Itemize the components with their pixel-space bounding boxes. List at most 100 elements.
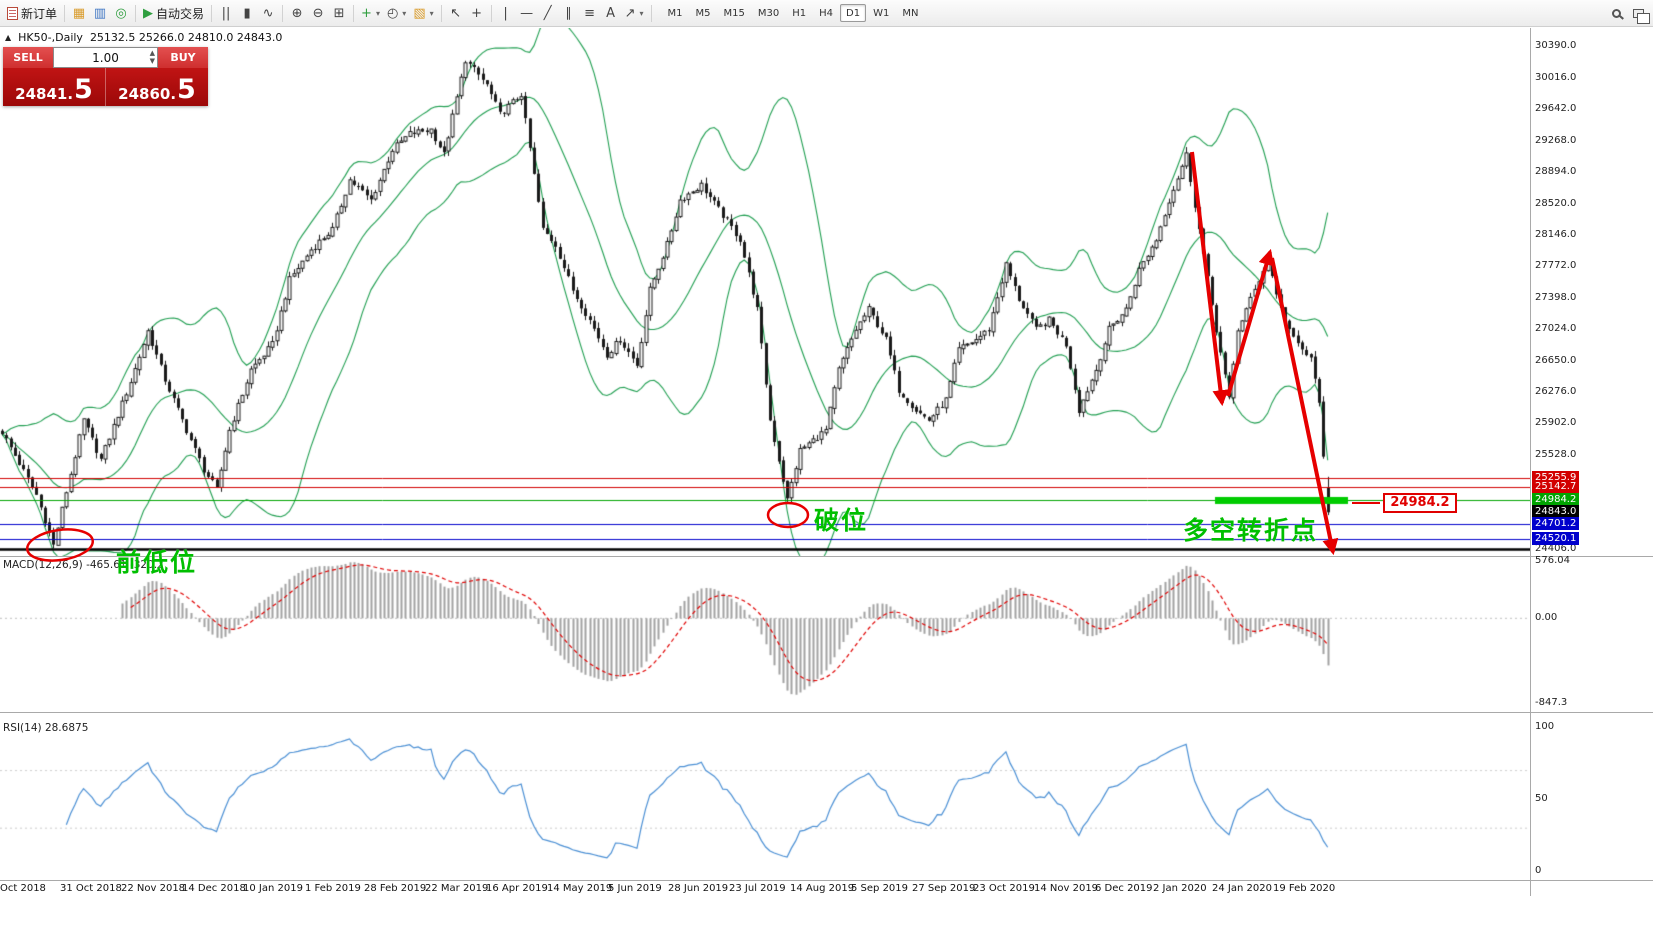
- arrow-tool-button[interactable]: ↗ ▾: [622, 2, 647, 24]
- bar-chart-icon: ||: [221, 5, 231, 21]
- panel-collapse-icon[interactable]: ▲: [5, 33, 12, 42]
- trendline-icon: ╱: [543, 5, 552, 21]
- autotrading-button[interactable]: ▶ 自动交易: [140, 2, 207, 24]
- channel-icon: ∥: [565, 5, 572, 21]
- date-label: 27 Sep 2019: [912, 883, 976, 894]
- price-tick-label: 30390.0: [1535, 40, 1577, 52]
- date-label: 5 Sep 2019: [851, 883, 909, 894]
- price-tick-label: 27398.0: [1535, 291, 1577, 303]
- price-tick-label: 27024.0: [1535, 323, 1577, 335]
- price-chart-canvas[interactable]: [0, 28, 1530, 880]
- tf-button-M15[interactable]: M15: [723, 7, 745, 19]
- sell-price[interactable]: 24841. 5: [15, 74, 93, 106]
- volume-value: 1.00: [92, 50, 119, 65]
- macd-indicator-label: MACD(12,26,9) -465.61 -320.2: [3, 559, 164, 571]
- autotrading-label: 自动交易: [156, 6, 205, 21]
- toolbar-separator: [650, 4, 652, 22]
- pane-separator-main-macd[interactable]: [0, 556, 1653, 557]
- vertical-line-icon: |: [503, 5, 508, 21]
- price-tag: 24701.2: [1532, 517, 1580, 531]
- search-icon: [1611, 8, 1621, 18]
- price-tag: 24520.1: [1532, 532, 1580, 546]
- charts-icon: ▦: [72, 5, 86, 21]
- tile-windows-button[interactable]: ⊞: [329, 2, 349, 24]
- tf-button-H1[interactable]: H1: [792, 7, 807, 19]
- price-tick-label: 25902.0: [1535, 417, 1577, 429]
- windows-button[interactable]: [1629, 2, 1650, 24]
- indicators-button[interactable]: + ▾: [358, 2, 383, 24]
- bar-chart-button[interactable]: ||: [216, 2, 236, 24]
- channel-button[interactable]: ∥: [559, 2, 579, 24]
- crosshair-button[interactable]: +: [467, 2, 487, 24]
- price-tick-label: 26276.0: [1535, 385, 1577, 397]
- price-tag: 24843.0: [1532, 505, 1580, 519]
- zoom-out-button[interactable]: ⊖: [308, 2, 328, 24]
- date-label: 19 Feb 2020: [1273, 883, 1336, 894]
- tf-button-D1[interactable]: D1: [840, 4, 867, 22]
- vertical-line-button[interactable]: |: [496, 2, 516, 24]
- tf-button-H4[interactable]: H4: [819, 7, 834, 19]
- date-label: 14 Nov 2019: [1034, 883, 1099, 894]
- zoom-in-button[interactable]: ⊕: [287, 2, 307, 24]
- toolbar-separator: [135, 4, 137, 22]
- price-tick-label: 24406.0: [1535, 543, 1577, 555]
- dropdown-caret-icon: ▾: [429, 8, 434, 18]
- date-label: 16 Apr 2019: [486, 883, 548, 894]
- indicators-icon: +: [361, 5, 372, 21]
- new-order-label: 新订单: [21, 6, 58, 21]
- tf-button-MN[interactable]: MN: [902, 7, 919, 19]
- tf-button-W1[interactable]: W1: [873, 7, 890, 19]
- rsi-indicator-label: RSI(14) 28.6875: [3, 722, 89, 734]
- profiles-button[interactable]: ▥: [90, 2, 110, 24]
- axis-border: [1530, 28, 1531, 896]
- new-order-button[interactable]: 新订单: [4, 2, 60, 24]
- cursor-button[interactable]: ↖: [446, 2, 466, 24]
- templates-icon: ▧: [413, 5, 426, 21]
- price-tick-label: 27772.0: [1535, 260, 1577, 272]
- charts-button[interactable]: ▦: [69, 2, 89, 24]
- crosshair-icon: +: [471, 5, 483, 21]
- date-label: 31 Oct 2018: [60, 883, 122, 894]
- price-tick-label: 29268.0: [1535, 134, 1577, 146]
- price-divider: [105, 68, 106, 106]
- periods-button[interactable]: ◴ ▾: [384, 2, 409, 24]
- price-tick-label: 30016.0: [1535, 71, 1577, 83]
- buy-button[interactable]: BUY: [158, 47, 208, 68]
- fibonacci-button[interactable]: ≡: [580, 2, 600, 24]
- date-label: 14 Dec 2018: [182, 883, 246, 894]
- toolbar-separator: [353, 4, 355, 22]
- volume-input[interactable]: 1.00 ▲ ▼: [53, 47, 158, 68]
- date-label: 28 Jun 2019: [668, 883, 729, 894]
- chart-note-text: 破位: [814, 506, 869, 535]
- sell-button[interactable]: SELL: [3, 47, 53, 68]
- tf-button-M30[interactable]: M30: [757, 7, 780, 19]
- volume-up-icon[interactable]: ▲: [149, 49, 155, 57]
- pane-separator-rsi-dates: [0, 880, 1653, 881]
- volume-down-icon[interactable]: ▼: [149, 57, 155, 65]
- date-label: 1 Feb 2019: [305, 883, 361, 894]
- toolbar-separator: [440, 4, 442, 22]
- price-tick-label: 28894.0: [1535, 166, 1577, 178]
- buy-price[interactable]: 24860. 5: [118, 74, 196, 106]
- chart-ohlc-values: 25132.5 25266.0 24810.0 24843.0: [89, 31, 283, 44]
- templates-button[interactable]: ▧ ▾: [410, 2, 436, 24]
- rsi-tick-label: 50: [1535, 793, 1548, 805]
- search-button[interactable]: [1608, 2, 1628, 24]
- tile-windows-icon: ⊞: [333, 5, 345, 21]
- signals-button[interactable]: ◎: [111, 2, 131, 24]
- dropdown-caret-icon: ▾: [402, 8, 407, 18]
- windows-layers-icon: [1632, 8, 1650, 24]
- toolbar-separator: [211, 4, 213, 22]
- tf-button-M1[interactable]: M1: [667, 7, 683, 19]
- trendline-button[interactable]: ╱: [538, 2, 558, 24]
- tf-button-M5[interactable]: M5: [695, 7, 711, 19]
- price-tick-label: 28146.0: [1535, 228, 1577, 240]
- candlestick-chart-button[interactable]: ▮: [237, 2, 257, 24]
- pane-separator-macd-rsi[interactable]: [0, 712, 1653, 713]
- rsi-tick-label: 100: [1535, 721, 1555, 733]
- line-chart-button[interactable]: ∿: [258, 2, 278, 24]
- horizontal-line-button[interactable]: —: [517, 2, 537, 24]
- text-tool-button[interactable]: A: [601, 2, 621, 24]
- fibonacci-icon: ≡: [584, 5, 596, 21]
- line-chart-icon: ∿: [262, 5, 274, 21]
